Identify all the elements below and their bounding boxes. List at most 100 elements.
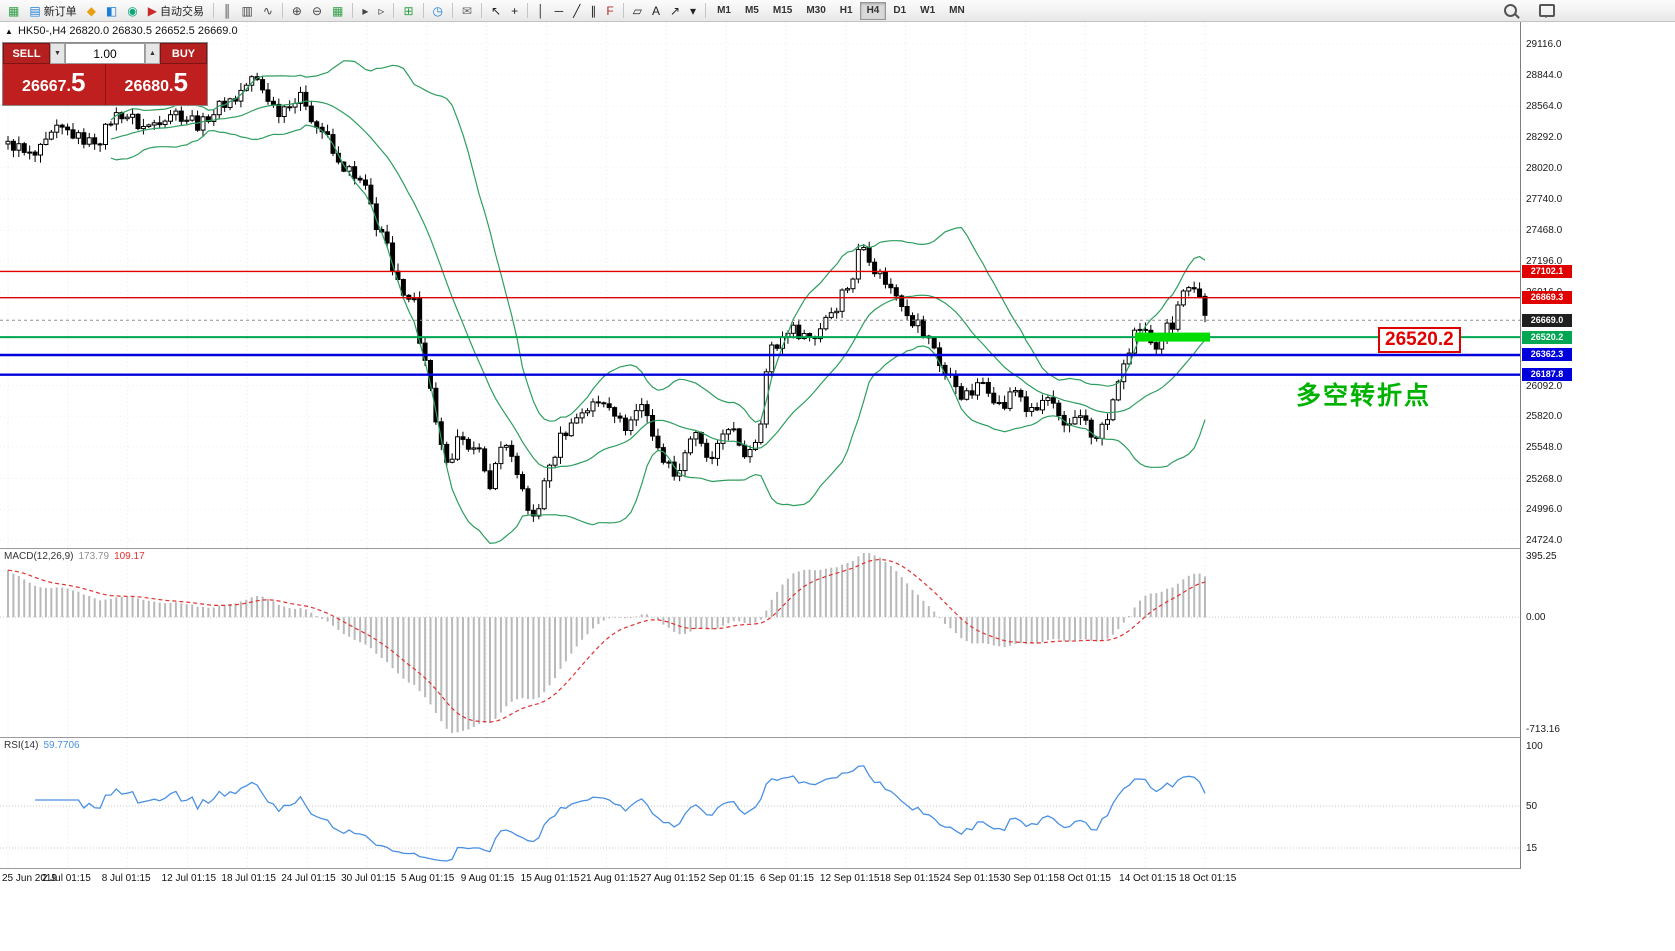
- new-chart-icon[interactable]: ▦: [4, 2, 23, 20]
- timeframe-button-m1[interactable]: M1: [710, 2, 738, 20]
- symbol-marker-icon: ▲: [5, 27, 13, 36]
- autotrading-button[interactable]: ▶ 自动交易: [144, 2, 208, 20]
- ohlc-open: 26820.0: [69, 25, 110, 37]
- rsi-panel[interactable]: [0, 738, 1520, 868]
- buy-price[interactable]: 26680.5: [106, 62, 208, 107]
- buy-price-fraction: 5: [173, 67, 188, 97]
- time-axis[interactable]: 25 Jun 2019 2 Jul 01:15 8 Jul 01:15 12 Jul …: [0, 869, 1675, 889]
- new-order-button[interactable]: ▤ 新订单: [25, 2, 80, 20]
- time-label: 24 Jul 01:15: [281, 873, 336, 884]
- timeframe-button-m5[interactable]: M5: [738, 2, 766, 20]
- toolbar-separator: [352, 3, 354, 18]
- bid-price-badge: 26669.0: [1522, 313, 1572, 327]
- green-highlight-segment[interactable]: [1135, 332, 1210, 342]
- main-toolbar: ▦ ▤ 新订单 ◆ ◧ ◉ ▶ 自动交易 ║ ▥ ∿ ⊕ ⊖ ▦ ▸ ▹ ⊞ ◷ ✉ ↖ + │ ─ ╱ ∥ F ▱ A ↗ ▾ M1 M5 M…: [0, 0, 1675, 22]
- price-chart[interactable]: [0, 22, 1520, 549]
- macd-panel[interactable]: [0, 549, 1520, 737]
- bar-chart-icon[interactable]: ║: [219, 2, 236, 20]
- time-label: 18 Sep 01:15: [879, 873, 940, 884]
- bollinger-bands: [110, 60, 1206, 545]
- more-objects-icon-glyph: ▾: [690, 3, 697, 18]
- toolbar-right-icons: [1499, 2, 1672, 20]
- candlestick-chart-icon-glyph: ▥: [241, 3, 253, 18]
- time-label: 18 Jul 01:15: [221, 873, 276, 884]
- sell-button[interactable]: SELL: [3, 43, 50, 64]
- price-badge: 26187.8: [1522, 368, 1572, 382]
- toolbar-separator: [481, 3, 483, 18]
- timeframe-button-m15[interactable]: M15: [766, 2, 799, 20]
- macd-main-value: 173.79: [78, 551, 110, 562]
- market-watch-icon[interactable]: ◆: [83, 2, 100, 20]
- volume-input[interactable]: [65, 43, 145, 64]
- zoom-out-icon[interactable]: ⊖: [308, 2, 326, 20]
- toolbar-separator: [393, 3, 395, 18]
- search-icon[interactable]: [1500, 2, 1521, 20]
- macd-scale-top: 395.25: [1526, 551, 1557, 562]
- volume-decrease-button[interactable]: ▼: [50, 43, 65, 64]
- channel-icon[interactable]: ∥: [586, 2, 600, 20]
- toolbar-separator: [622, 3, 624, 18]
- price-tick: 24996.0: [1526, 504, 1563, 516]
- chat-icon[interactable]: [1535, 2, 1559, 20]
- toolbar-separator: [212, 3, 214, 18]
- arrow-object-icon[interactable]: ↗: [666, 2, 684, 20]
- add-indicator-icon[interactable]: ⊞: [399, 2, 417, 20]
- more-objects-icon[interactable]: ▾: [686, 2, 700, 20]
- templates-icon-glyph: ✉: [461, 3, 473, 18]
- panel-separator[interactable]: [0, 868, 1675, 869]
- indicator-list-icon[interactable]: ▦: [328, 2, 347, 20]
- chart-shift-icon[interactable]: ▹: [374, 2, 388, 20]
- toolbar-separator: [281, 3, 283, 18]
- new-chart-icon-glyph: ▦: [8, 3, 20, 18]
- timeframe-button-m30[interactable]: M30: [799, 2, 832, 20]
- zoom-in-icon[interactable]: ⊕: [288, 2, 306, 20]
- timeframe-button-w1[interactable]: W1: [913, 2, 942, 20]
- auto-scroll-icon[interactable]: ▸: [358, 2, 372, 20]
- rsi-name: RSI(14): [4, 740, 39, 751]
- timeframe-button-h4[interactable]: H4: [859, 1, 887, 20]
- price-tick: 25268.0: [1526, 473, 1563, 485]
- trendline-icon[interactable]: ╱: [569, 2, 584, 20]
- vertical-line-icon[interactable]: │: [533, 2, 549, 20]
- refresh-icon[interactable]: ◉: [123, 2, 141, 20]
- price-tick: 24724.0: [1526, 534, 1563, 546]
- periodicity-icon[interactable]: ◷: [429, 2, 447, 20]
- timeframe-button-h1[interactable]: H1: [833, 2, 860, 20]
- time-label: 18 Oct 01:15: [1179, 873, 1237, 884]
- buy-button[interactable]: BUY: [160, 43, 207, 64]
- price-badge: 27102.1: [1522, 264, 1572, 278]
- fibonacci-icon[interactable]: F: [602, 2, 617, 20]
- cursor-icon-glyph: ↖: [491, 3, 502, 18]
- price-badge: 26869.3: [1522, 291, 1572, 305]
- crosshair-icon[interactable]: +: [507, 2, 522, 20]
- bar-chart-icon-glyph: ║: [222, 3, 232, 18]
- time-label: 8 Jul 01:15: [101, 873, 151, 884]
- horizontal-line-icon[interactable]: ─: [551, 2, 568, 20]
- indicator-list-icon-glyph: ▦: [332, 3, 344, 18]
- templates-icon[interactable]: ✉: [458, 2, 476, 20]
- panel-separator[interactable]: [0, 548, 1675, 549]
- candlestick-chart-icon[interactable]: ▥: [238, 2, 257, 20]
- panel-separator[interactable]: [0, 737, 1675, 738]
- sell-price[interactable]: 26667.5: [3, 62, 105, 107]
- time-label: 14 Oct 01:15: [1119, 873, 1177, 884]
- rsi-value: 59.7706: [43, 740, 80, 751]
- price-axis[interactable]: 29116.0 28844.0 28564.0 28292.0 28020.0 27740…: [1520, 22, 1675, 869]
- text-icon[interactable]: A: [648, 2, 664, 20]
- time-label: 30 Sep 01:15: [999, 873, 1059, 884]
- price-label-object[interactable]: 26520.2: [1378, 327, 1461, 353]
- timeframe-button-mn[interactable]: MN: [942, 2, 972, 20]
- data-window-icon[interactable]: ◧: [102, 2, 121, 20]
- ohlc-low: 26652.5: [155, 25, 195, 37]
- time-label: 24 Sep 01:15: [939, 873, 1000, 884]
- auto-scroll-icon-glyph: ▸: [362, 3, 369, 18]
- volume-increase-button[interactable]: ▲: [145, 43, 160, 64]
- sell-price-fraction: 5: [70, 67, 86, 97]
- macd-scale-zero: 0.00: [1526, 612, 1546, 624]
- shapes-icon[interactable]: ▱: [629, 2, 646, 20]
- chart-annotation-text[interactable]: 多空转折点: [1296, 382, 1432, 410]
- cursor-icon[interactable]: ↖: [487, 2, 505, 20]
- timeframe-button-d1[interactable]: D1: [886, 2, 913, 20]
- line-chart-icon[interactable]: ∿: [259, 2, 277, 20]
